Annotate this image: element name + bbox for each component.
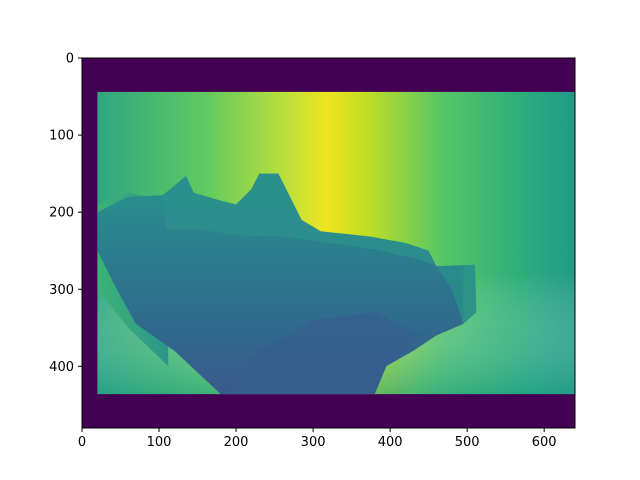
- x-tick-label: 0: [78, 435, 86, 450]
- depth-region-floor-front: [220, 312, 421, 395]
- x-tick-label: 200: [224, 435, 249, 450]
- x-tick-label: 600: [532, 435, 557, 450]
- y-axis-ticks: 0 100 200 300 400: [49, 52, 82, 375]
- x-tick-label: 500: [455, 435, 480, 450]
- x-tick-label: 100: [147, 435, 172, 450]
- y-tick-label: 0: [66, 52, 74, 67]
- y-tick-label: 200: [49, 206, 74, 221]
- y-tick-label: 400: [49, 360, 74, 375]
- y-tick-label: 100: [49, 129, 74, 144]
- heatmap-plot-area: [82, 58, 575, 428]
- x-tick-label: 300: [301, 435, 326, 450]
- depth-region-right-block: [436, 264, 477, 324]
- y-tick-label: 300: [49, 283, 74, 298]
- depth-region-object-top-edge: [162, 173, 437, 267]
- x-axis-ticks: 0 100 200 300 400 500 600: [78, 428, 557, 450]
- axes-frame: [81, 57, 576, 429]
- x-tick-label: 400: [378, 435, 403, 450]
